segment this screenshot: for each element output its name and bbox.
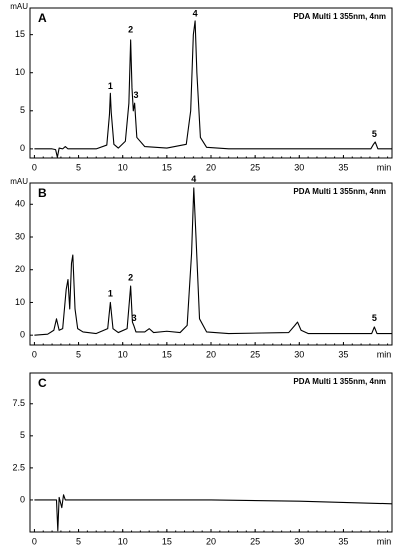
- x-tick-label: 5: [76, 162, 81, 172]
- panel-title: C: [38, 376, 47, 390]
- y-tick-label: 10: [15, 67, 25, 77]
- y-tick-label: 5: [20, 105, 25, 115]
- y-tick-label: 20: [15, 264, 25, 274]
- x-tick-label: 20: [206, 349, 216, 359]
- x-tick-label: 15: [162, 162, 172, 172]
- annotation: PDA Multi 1 355nm, 4nm: [293, 377, 386, 386]
- y-tick-label: 30: [15, 231, 25, 241]
- panel-title: B: [38, 186, 47, 200]
- peak-label: 1: [108, 289, 113, 299]
- x-tick-label: 5: [76, 536, 81, 546]
- y-axis-label: mAU: [10, 2, 28, 11]
- x-tick-label: 30: [294, 536, 304, 546]
- peak-label: 1: [108, 81, 113, 91]
- x-tick-label: 0: [32, 162, 37, 172]
- trace: [34, 20, 392, 158]
- x-tick-label: 5: [76, 349, 81, 359]
- plot-frame: [29, 7, 393, 159]
- trace: [34, 187, 392, 336]
- peak-label: 3: [133, 90, 138, 100]
- x-tick-label: 30: [294, 162, 304, 172]
- x-tick-label: 10: [118, 349, 128, 359]
- x-tick-label: 15: [162, 349, 172, 359]
- peak-label: 2: [128, 24, 133, 34]
- x-tick-label: 30: [294, 349, 304, 359]
- annotation: PDA Multi 1 355nm, 4nm: [293, 187, 386, 196]
- y-tick-label: 15: [15, 29, 25, 39]
- x-tick-label: 35: [338, 536, 348, 546]
- y-tick-label: 40: [15, 199, 25, 209]
- peak-label: 3: [132, 313, 137, 323]
- x-tick-label: 20: [206, 162, 216, 172]
- y-axis-label: mAU: [10, 177, 28, 186]
- peak-label: 4: [193, 8, 198, 18]
- x-tick-label: 25: [250, 536, 260, 546]
- x-tick-label: 20: [206, 536, 216, 546]
- x-tick-label: 35: [338, 162, 348, 172]
- peak-label: 2: [128, 272, 133, 282]
- x-axis-label: min: [377, 349, 392, 359]
- plot-frame: [29, 182, 393, 346]
- y-tick-label: 0: [20, 330, 25, 340]
- panel-title: A: [38, 11, 47, 25]
- x-axis-label: min: [377, 536, 392, 546]
- x-tick-label: 35: [338, 349, 348, 359]
- x-tick-label: 10: [118, 162, 128, 172]
- peak-label: 5: [372, 129, 377, 139]
- trace: [34, 494, 393, 532]
- x-tick-label: 15: [162, 536, 172, 546]
- x-tick-label: 10: [118, 536, 128, 546]
- plot-frame: [29, 372, 393, 533]
- y-tick-label: 7.5: [12, 398, 25, 408]
- peak-label: 4: [191, 174, 196, 184]
- peak-label: 5: [372, 313, 377, 323]
- y-tick-label: 10: [15, 297, 25, 307]
- x-axis-label: min: [377, 162, 392, 172]
- y-tick-label: 0: [20, 143, 25, 153]
- x-tick-label: 0: [32, 536, 37, 546]
- annotation: PDA Multi 1 355nm, 4nm: [293, 12, 386, 21]
- y-tick-label: 5: [20, 430, 25, 440]
- y-tick-label: 2.5: [12, 462, 25, 472]
- y-tick-label: 0: [20, 494, 25, 504]
- x-tick-label: 25: [250, 349, 260, 359]
- x-tick-label: 0: [32, 349, 37, 359]
- x-tick-label: 25: [250, 162, 260, 172]
